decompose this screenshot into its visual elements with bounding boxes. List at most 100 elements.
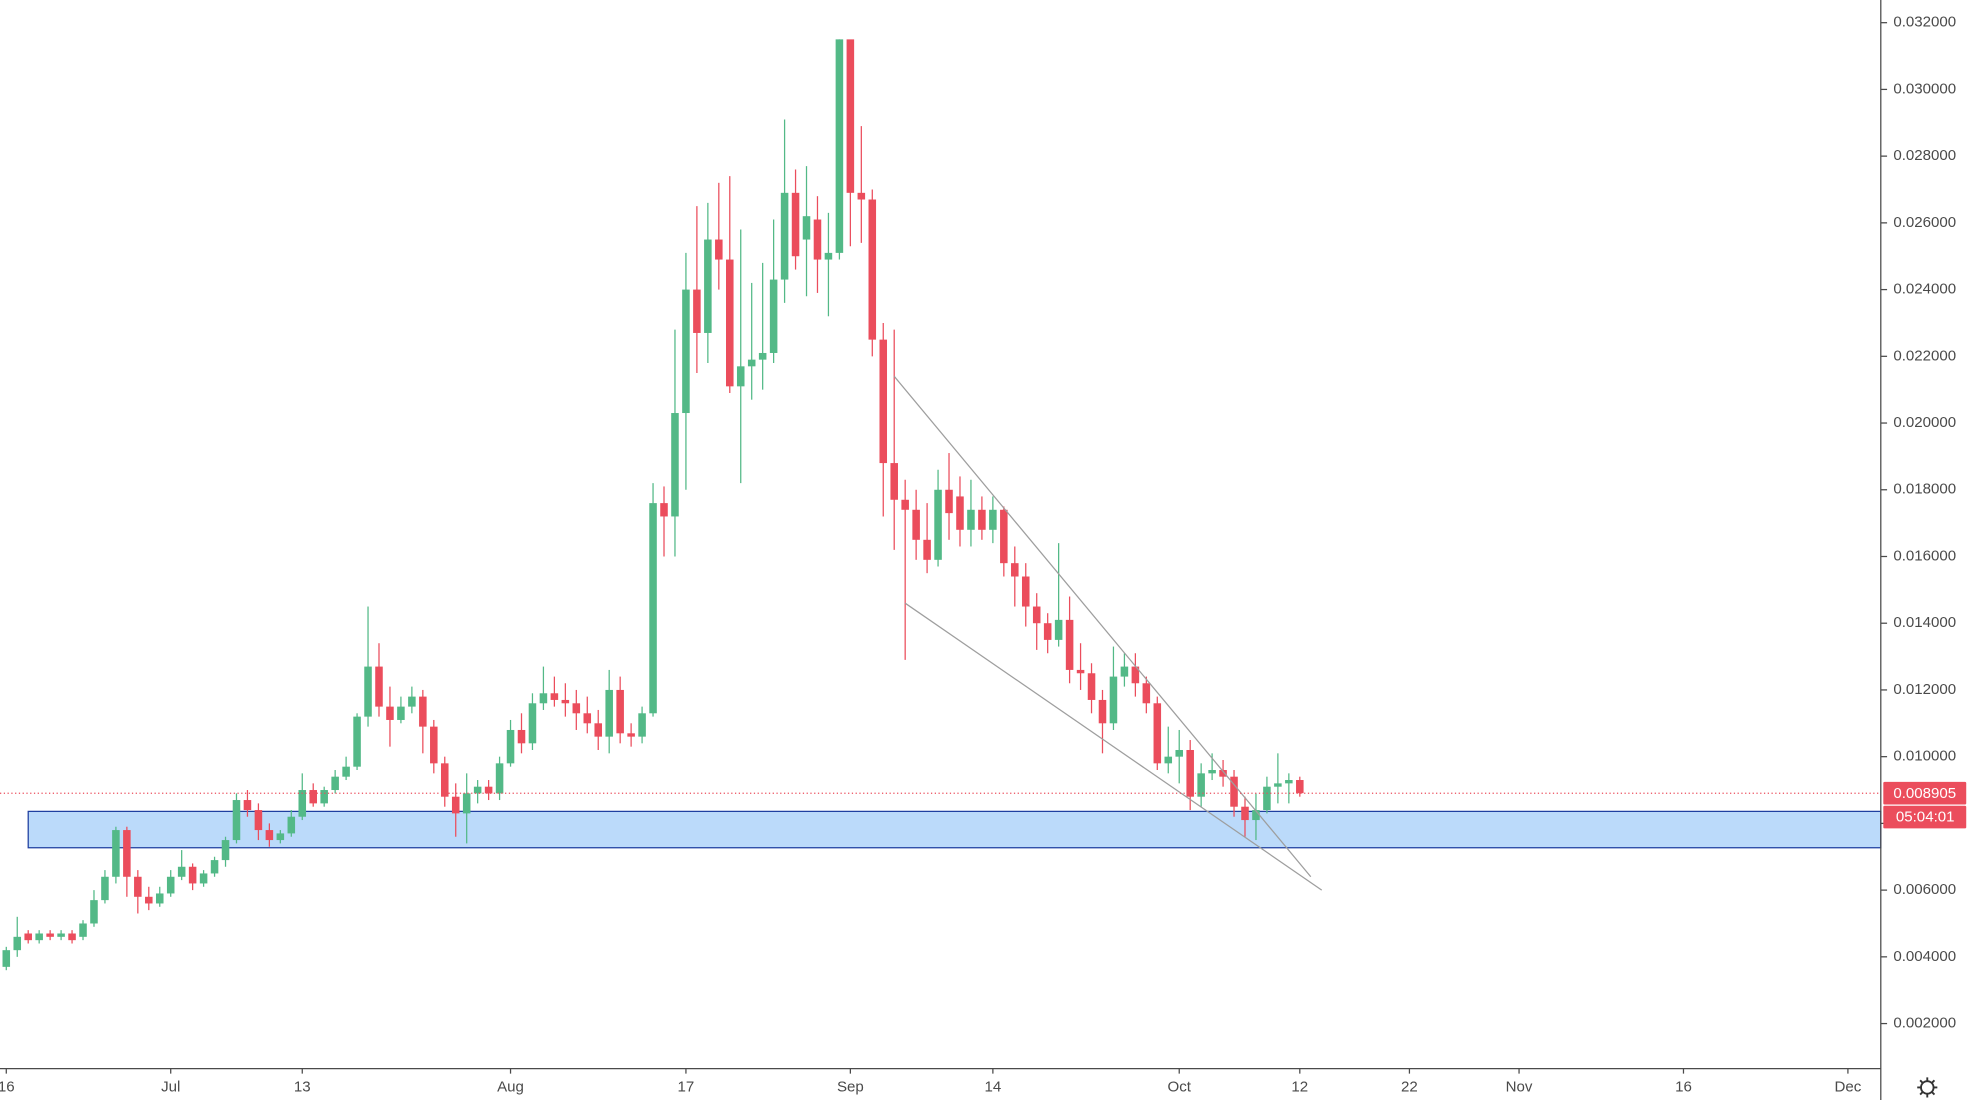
candle-body bbox=[1274, 783, 1282, 787]
candle bbox=[1043, 613, 1052, 654]
candle-body bbox=[594, 723, 603, 737]
candle-body bbox=[1087, 673, 1096, 700]
candle bbox=[1120, 653, 1129, 687]
x-tick-label: Nov bbox=[1506, 1078, 1533, 1095]
candle-body bbox=[671, 413, 679, 517]
candle bbox=[1219, 760, 1227, 787]
candle-body bbox=[1032, 606, 1041, 624]
candle-body bbox=[386, 706, 394, 720]
countdown-box bbox=[1883, 805, 1967, 829]
candle-body bbox=[1230, 776, 1238, 807]
candle bbox=[364, 606, 372, 727]
candle-body bbox=[1197, 773, 1205, 797]
candle bbox=[693, 206, 701, 373]
trend-line bbox=[904, 602, 1323, 891]
candle bbox=[583, 696, 592, 734]
candle bbox=[813, 196, 822, 293]
candle bbox=[1054, 543, 1063, 647]
candle bbox=[901, 479, 909, 660]
candle bbox=[517, 713, 526, 754]
candle-body bbox=[693, 289, 701, 333]
x-tick-label: Dec bbox=[1835, 1078, 1862, 1095]
candle-body bbox=[660, 503, 668, 517]
candle bbox=[879, 322, 888, 517]
candle-body bbox=[736, 366, 745, 387]
candle-body bbox=[923, 539, 931, 560]
candle bbox=[956, 476, 964, 547]
x-tick-label: 14 bbox=[984, 1078, 1001, 1095]
candle-body bbox=[649, 503, 657, 714]
candle bbox=[375, 643, 383, 717]
candle-body bbox=[1164, 756, 1173, 764]
candle-body bbox=[451, 796, 460, 814]
candle bbox=[791, 169, 800, 270]
countdown-label: 05:04:01 bbox=[1896, 809, 1955, 826]
candle bbox=[155, 886, 164, 907]
candle bbox=[989, 496, 997, 544]
candle-body bbox=[616, 689, 624, 734]
candle bbox=[243, 790, 252, 817]
candle-body bbox=[539, 693, 548, 704]
candle bbox=[638, 706, 646, 744]
candle bbox=[1087, 663, 1096, 714]
candle-body bbox=[1263, 786, 1271, 811]
candle-body bbox=[824, 252, 833, 260]
candle bbox=[1076, 643, 1085, 690]
candle bbox=[440, 756, 449, 807]
candle-body bbox=[375, 666, 383, 707]
candle-body bbox=[1186, 749, 1194, 797]
x-tick-label: 22 bbox=[1401, 1078, 1418, 1095]
candle bbox=[1274, 753, 1282, 804]
candle bbox=[2, 946, 11, 971]
candle-body bbox=[68, 933, 76, 941]
candle-body bbox=[1208, 770, 1216, 774]
y-tick-label: 0.024000 bbox=[1893, 281, 1956, 298]
candle bbox=[1296, 776, 1304, 797]
candle-body bbox=[638, 713, 646, 737]
y-tick-label: 0.030000 bbox=[1893, 80, 1956, 97]
candle bbox=[758, 262, 767, 390]
candle-body bbox=[134, 876, 142, 897]
candle bbox=[912, 489, 920, 560]
candle bbox=[945, 453, 953, 540]
candle-body bbox=[901, 499, 909, 510]
candle-body bbox=[90, 900, 98, 924]
candle-body bbox=[1241, 806, 1249, 821]
candle bbox=[90, 890, 98, 927]
candle bbox=[462, 773, 471, 844]
candle-body bbox=[1142, 683, 1151, 704]
candle bbox=[1131, 653, 1140, 697]
y-tick-label: 0.006000 bbox=[1893, 881, 1956, 898]
candle-body bbox=[1065, 619, 1074, 670]
candle bbox=[726, 176, 734, 394]
candle bbox=[451, 783, 460, 837]
candle-body bbox=[342, 766, 350, 777]
candle bbox=[1263, 776, 1271, 814]
candle bbox=[539, 666, 548, 710]
candle bbox=[605, 669, 613, 754]
candle bbox=[232, 793, 241, 844]
candle-body bbox=[1175, 749, 1183, 757]
gear-teeth[interactable] bbox=[1917, 1077, 1938, 1098]
candle bbox=[835, 39, 844, 260]
candle bbox=[1197, 763, 1205, 807]
candle-body bbox=[221, 840, 230, 861]
candle bbox=[704, 202, 712, 363]
y-tick-label: 0.026000 bbox=[1893, 214, 1956, 231]
candle bbox=[166, 870, 175, 897]
candle-body bbox=[254, 810, 263, 831]
candle bbox=[1000, 506, 1008, 577]
settings-icon[interactable] bbox=[1917, 1077, 1938, 1098]
candle-body bbox=[1098, 699, 1107, 724]
candle bbox=[649, 483, 657, 717]
candle bbox=[1252, 793, 1260, 841]
candle-body bbox=[561, 699, 570, 704]
candle-body bbox=[473, 786, 482, 794]
candle-body bbox=[605, 689, 613, 737]
candle bbox=[780, 119, 789, 303]
candle-body bbox=[1252, 810, 1260, 821]
candle-body bbox=[945, 489, 953, 514]
candle bbox=[199, 870, 208, 887]
candle-body bbox=[791, 192, 800, 257]
candle bbox=[188, 863, 197, 891]
